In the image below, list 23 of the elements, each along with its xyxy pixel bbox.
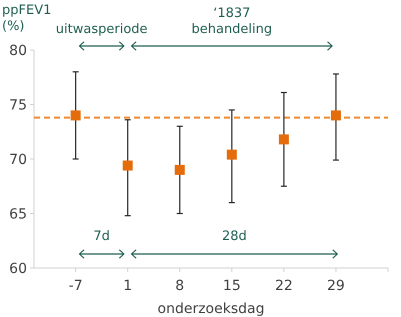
point [174, 164, 185, 175]
point [122, 160, 133, 171]
x-tick-label: 1 [123, 278, 132, 294]
text: ‘1837 behandeling [191, 6, 272, 37]
x-tick-label: 8 [175, 278, 184, 294]
y-tick-label: 80 [9, 42, 27, 59]
y-tick-label: 75 [9, 97, 27, 114]
point [278, 134, 289, 144]
point [70, 110, 81, 120]
x-tick-label: 15 [222, 278, 241, 294]
x-tick-label: -7 [68, 278, 83, 294]
y-tick-label: 65 [9, 206, 27, 222]
annotation: 28d [222, 229, 247, 244]
annotation: 7d [93, 229, 110, 244]
x-tick-label: 22 [274, 278, 293, 294]
x-tick-label: 29 [327, 278, 345, 294]
y-tick-label: 70 [9, 152, 27, 168]
y-tick-label: 60 [9, 260, 27, 277]
x-axis-title: onderzoeksdag [158, 301, 264, 317]
text: uitwasperiode [56, 22, 148, 37]
point [226, 150, 237, 160]
point [330, 110, 341, 120]
y-axis-title: ppFEV1 (%) [2, 3, 52, 34]
